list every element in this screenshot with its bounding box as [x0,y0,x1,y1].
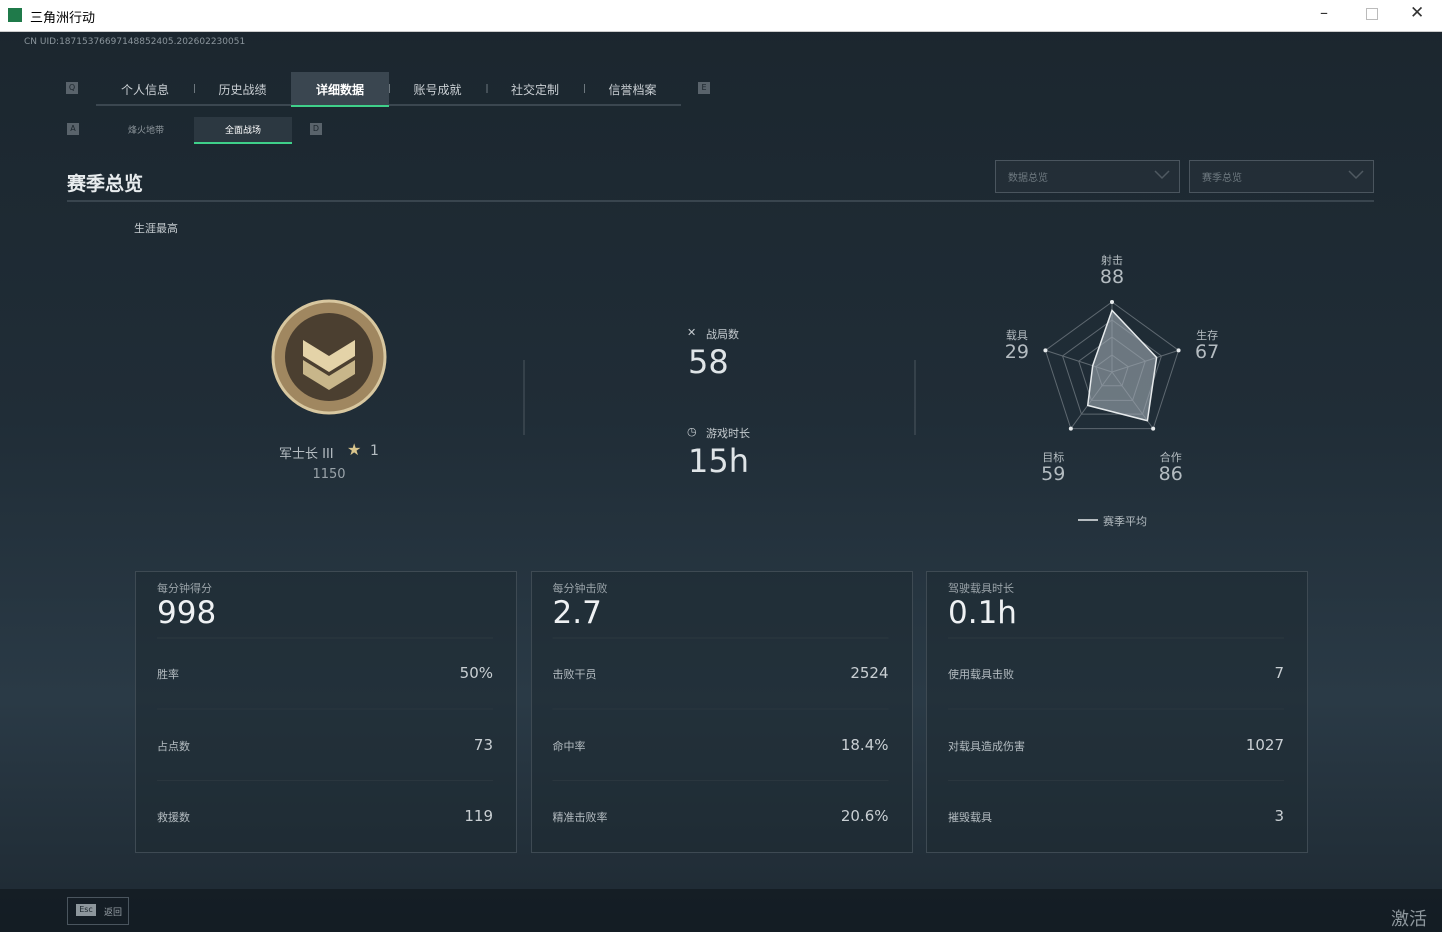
key-hint: D [310,123,322,135]
row-label: 使用载具击败 [948,668,1014,681]
tab[interactable]: 详细数据 [315,83,364,97]
tab[interactable]: 历史战绩 [218,83,267,97]
window-title: 三角洲行动 [30,11,96,26]
radar-value: 88 [1099,266,1125,288]
row-value: 3 [1274,807,1284,825]
row-value: 73 [473,735,493,754]
key-hint: E [698,82,710,94]
row-value: 119 [464,807,493,825]
uid: CN UID:18715376697148852405.202602230051 [24,37,246,47]
card-label: 每分钟得分 [157,582,212,595]
radar-label: 合作 [1159,450,1182,464]
back-button[interactable] [67,897,129,925]
radar-value: 59 [1041,462,1066,485]
radar-vertex [1151,426,1156,431]
app-icon [8,8,22,22]
dropdown-label: 数据总览 [1008,173,1048,184]
row-value: 20.6% [840,807,889,825]
stat-label: 游戏时长 [706,427,750,440]
radar-vertex [1110,300,1114,304]
stat-label: 战局数 [706,328,739,341]
rank-stars: 1 [370,443,379,459]
stat-icon: ◷ [687,425,697,438]
stat-icon: ✕ [687,326,697,339]
close[interactable]: ✕ [1410,3,1425,23]
row-value: 1027 [1245,735,1284,754]
stat-card [926,571,1308,853]
title-bar: 三角洲行动 – ✕ [0,0,1442,32]
card-label: 驾驶载具时长 [948,582,1014,595]
stat-card [530,571,913,853]
card-value: 0.1h [948,595,1017,631]
radar-vertex [1176,348,1181,353]
tab[interactable]: 社交定制 [510,83,559,97]
watermark: 激活 [1391,909,1427,930]
key-hint: A [67,123,79,135]
row-label: 胜率 [157,668,179,681]
medal-chevron [303,340,355,372]
radar-ring [1061,319,1163,415]
minimize[interactable]: – [1320,3,1328,22]
row-label: 击败干员 [552,668,597,681]
career-label: 生涯最高 [134,222,178,235]
tab-active-bg [291,72,389,107]
subtab[interactable]: 全面战场 [224,126,261,136]
row-value: 7 [1274,664,1284,682]
rank-score: 1150 [312,467,346,482]
dropdown[interactable] [995,160,1180,193]
section-title: 赛季总览 [67,173,144,195]
key-hint: Esc [76,904,96,916]
row-value: 50% [459,664,493,682]
radar-vertex [1068,426,1073,431]
subtab-active-bg [194,117,292,144]
footer-bar [0,889,1442,932]
dropdown[interactable] [1189,160,1374,193]
radar-value: 86 [1158,462,1183,485]
medal-chevron [303,360,355,390]
radar-label: 载具 [1005,329,1028,343]
row-label: 精准击败率 [552,811,608,824]
tab[interactable]: 信誉档案 [608,83,657,97]
stat-value: 58 [688,343,729,381]
row-label: 摧毁载具 [948,811,992,824]
row-value: 2524 [850,664,889,682]
stat-value: 15h [688,442,749,480]
legend-label: 赛季平均 [1103,515,1147,528]
row-label: 对载具造成伤害 [948,739,1025,753]
tab[interactable]: 账号成就 [413,83,462,97]
radar-ring [1044,301,1180,430]
card-value: 2.7 [552,595,602,631]
dropdown-label: 赛季总览 [1202,173,1242,184]
radar-label: 射击 [1101,254,1123,267]
maximize[interactable] [1366,8,1378,20]
radar-value: 29 [1004,341,1029,364]
radar-label: 生存 [1196,329,1219,343]
card-value: 998 [157,595,217,631]
rank-star: ★ [347,440,362,459]
key-hint: Q [66,82,78,94]
subtab[interactable]: 烽火地带 [127,126,164,136]
card-label: 每分钟击败 [552,582,608,595]
back-label: 返回 [104,908,123,918]
radar-label: 目标 [1042,450,1065,464]
row-label: 救援数 [157,811,190,824]
tab[interactable]: 个人信息 [120,83,169,97]
stat-card [135,571,517,853]
row-label: 占点数 [157,739,190,753]
radar-value: 67 [1195,341,1220,364]
radar-vertex [1043,348,1048,353]
rank-name: 军士长 III [279,447,334,462]
radar-area [1086,308,1158,422]
row-label: 命中率 [552,739,586,753]
row-value: 18.4% [840,735,889,754]
